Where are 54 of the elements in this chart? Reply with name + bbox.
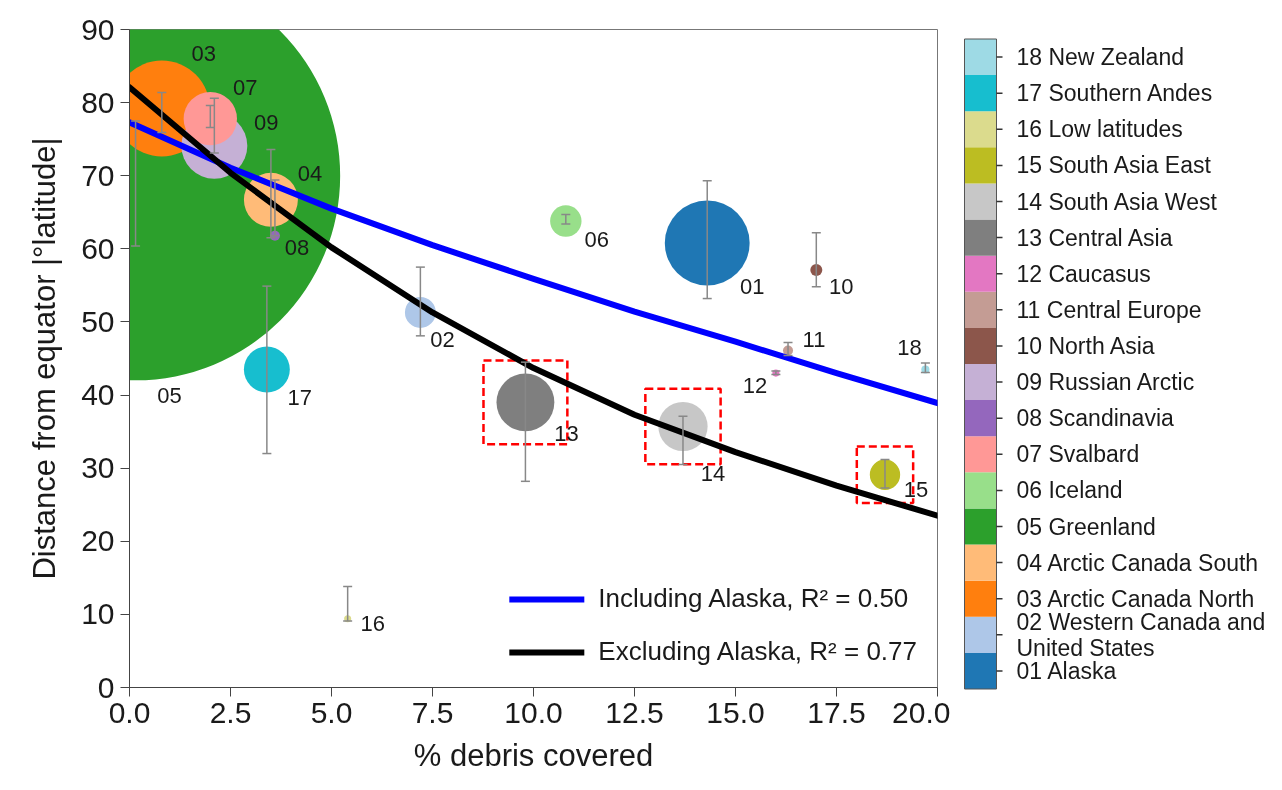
y-tick-label: 10 bbox=[81, 597, 115, 631]
annotation: 05 bbox=[157, 383, 182, 409]
y-tick-label: 80 bbox=[81, 85, 115, 119]
legend-label: 09 Russian Arctic bbox=[1016, 369, 1195, 396]
y-tick-label: 50 bbox=[81, 304, 115, 338]
legend-label: 04 Arctic Canada South bbox=[1016, 549, 1259, 576]
y-tick-label: 20 bbox=[81, 524, 115, 558]
y-tick-label: 70 bbox=[81, 158, 115, 192]
legend-label: Excluding Alaska, R² = 0.77 bbox=[598, 636, 917, 667]
legend-label: 11 Central Europe bbox=[1016, 296, 1202, 323]
x-tick-label: 7.5 bbox=[411, 695, 454, 729]
annotation: 13 bbox=[554, 420, 579, 446]
x-axis-title: % debris covered bbox=[413, 737, 654, 773]
annotation: 08 bbox=[284, 235, 310, 261]
legend-label: 08 Scandinavia bbox=[1016, 405, 1174, 432]
annotation: 04 bbox=[297, 161, 323, 187]
annotation: 09 bbox=[254, 110, 279, 136]
x-tick-label: 10.0 bbox=[504, 695, 563, 729]
annotation: 11 bbox=[802, 326, 826, 352]
y-axis-title: Distance from equator |°latitude| bbox=[27, 137, 63, 580]
legend-label: 06 Iceland bbox=[1016, 477, 1123, 504]
legend-label: 10 North Asia bbox=[1016, 332, 1155, 359]
annotation: 06 bbox=[584, 226, 610, 252]
annotation: 12 bbox=[742, 372, 768, 398]
annotation: 15 bbox=[903, 477, 929, 503]
y-tick-label: 30 bbox=[81, 451, 115, 485]
annotation: 03 bbox=[191, 40, 217, 66]
x-tick-label: 2.5 bbox=[209, 695, 252, 729]
annotation: 14 bbox=[700, 460, 726, 486]
x-tick-label: 20.0 bbox=[892, 695, 951, 729]
legend-label: Including Alaska, R² = 0.50 bbox=[598, 583, 909, 614]
y-tick-label: 40 bbox=[81, 378, 115, 412]
annotation: 17 bbox=[287, 384, 313, 410]
legend-label: 13 Central Asia bbox=[1016, 224, 1173, 251]
y-tick-label: 60 bbox=[81, 231, 115, 265]
legend-label: 17 Southern Andes bbox=[1016, 80, 1213, 107]
x-tick-label: 12.5 bbox=[605, 695, 664, 729]
annotation: 01 bbox=[739, 274, 765, 300]
annotation: 02 bbox=[430, 326, 455, 352]
legend-label: 05 Greenland bbox=[1016, 513, 1156, 540]
x-tick-label: 5.0 bbox=[310, 695, 353, 729]
annotation: 07 bbox=[233, 75, 258, 101]
legend-label: 15 South Asia East bbox=[1016, 152, 1212, 179]
annotation: 10 bbox=[829, 273, 854, 299]
legend-label: 14 South Asia West bbox=[1016, 188, 1218, 215]
annotation: 18 bbox=[897, 334, 922, 360]
y-tick-label: 90 bbox=[81, 12, 115, 46]
annotation: 16 bbox=[360, 611, 385, 637]
x-tick-label: 17.5 bbox=[807, 695, 866, 729]
legend-label: 07 Svalbard bbox=[1016, 441, 1140, 468]
legend-label: 18 New Zealand bbox=[1016, 44, 1184, 71]
legend-label: 12 Caucasus bbox=[1016, 260, 1151, 287]
x-tick-label: 15.0 bbox=[706, 695, 765, 729]
legend-label: 16 Low latitudes bbox=[1016, 116, 1183, 143]
